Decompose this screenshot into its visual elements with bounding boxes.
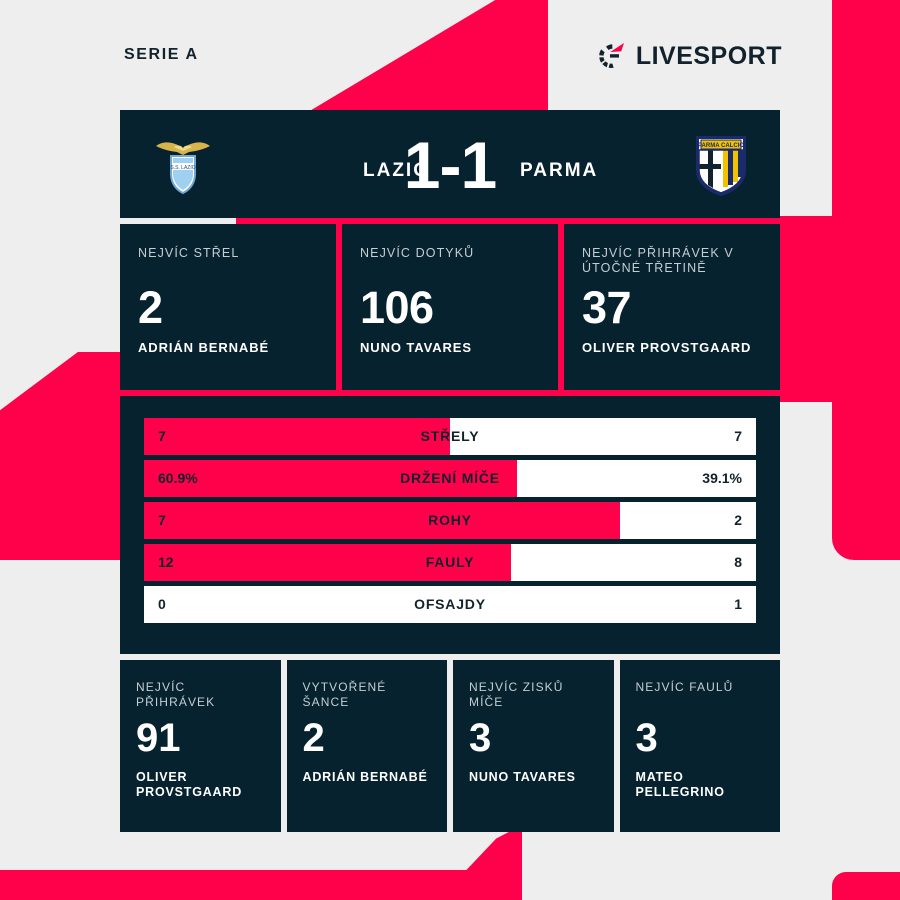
highlight-player: MATEO PELLEGRINO (635, 770, 725, 799)
background-red-spike-bottom (430, 825, 522, 900)
background-red-block-bottom-right (832, 872, 900, 900)
highlight-label: VYTVOŘENÉ ŠANCE (302, 680, 387, 709)
stat-bar-fill-home (144, 544, 512, 581)
away-team-name: PARMA (520, 160, 599, 181)
stat-home-value: 0 (158, 596, 166, 612)
livesport-arrow-icon (599, 43, 624, 68)
highlight-player: OLIVER PROVSTGAARD (136, 770, 243, 799)
svg-text:PARMA CALCIO: PARMA CALCIO (698, 143, 744, 149)
league-name: SERIE A (124, 46, 199, 63)
stat-home-value: 7 (158, 428, 166, 444)
highlight-card: NEJVÍC STŘEL 2 ADRIÁN BERNABÉ (120, 224, 336, 390)
header: SERIE A LIVESPORT (0, 42, 900, 92)
highlight-card: NEJVÍC FAULŮ 3 MATEO PELLEGRINO (619, 660, 780, 832)
highlight-player: ADRIÁN BERNABÉ (138, 340, 270, 355)
background-red-block-right (832, 0, 900, 560)
highlight-card: NEJVÍC DOTYKŮ 106 NUNO TAVARES (342, 224, 558, 390)
highlight-value: 3 (469, 716, 492, 760)
match-stats-bars: 7 STŘELY 7 60.9% DRŽENÍ MÍČE 39.1% 7 ROH… (120, 396, 780, 654)
scoreboard: S.S. LAZIO LAZIO 1-1 PARMA PARMA CALCIO (120, 110, 780, 218)
stat-label: OFSAJDY (414, 596, 486, 612)
svg-text:S.S. LAZIO: S.S. LAZIO (170, 165, 195, 171)
stat-home-value: 60.9% (158, 470, 198, 486)
highlight-label: NEJVÍC ZISKŮ MÍČE (469, 680, 564, 709)
highlight-player: OLIVER PROVSTGAARD (582, 340, 752, 355)
stat-bar-fill-home (144, 502, 621, 539)
highlight-player: NUNO TAVARES (360, 340, 472, 355)
highlight-value: 2 (138, 282, 163, 333)
highlight-card: NEJVÍC PŘIHRÁVEK V ÚTOČNÉ TŘETINĚ 37 OLI… (564, 224, 780, 390)
highlight-label: NEJVÍC PŘIHRÁVEK V ÚTOČNÉ TŘETINĚ (582, 246, 734, 275)
stat-home-value: 12 (158, 554, 174, 570)
stat-away-value: 1 (734, 596, 742, 612)
brand-name: LIVESPORT (635, 41, 782, 70)
bottom-highlight-cards: NEJVÍC PŘIHRÁVEK 91 OLIVER PROVSTGAARD V… (120, 660, 780, 832)
highlight-player: NUNO TAVARES (469, 770, 576, 784)
highlight-label: NEJVÍC STŘEL (138, 246, 240, 260)
highlight-card: NEJVÍC PŘIHRÁVEK 91 OLIVER PROVSTGAARD (120, 660, 281, 832)
highlight-value: 37 (582, 282, 632, 333)
highlight-card: NEJVÍC ZISKŮ MÍČE 3 NUNO TAVARES (453, 660, 614, 832)
highlight-label: NEJVÍC FAULŮ (635, 680, 734, 694)
highlight-player: ADRIÁN BERNABÉ (302, 770, 428, 784)
home-team-name: LAZIO (363, 160, 430, 181)
stat-away-value: 2 (734, 512, 742, 528)
stat-bar-fill-home (144, 418, 450, 455)
stat-away-value: 7 (734, 428, 742, 444)
highlight-label: NEJVÍC PŘIHRÁVEK (136, 680, 216, 709)
stat-bar-row: 60.9% DRŽENÍ MÍČE 39.1% (144, 460, 756, 497)
highlight-value: 3 (635, 716, 658, 760)
stat-home-value: 7 (158, 512, 166, 528)
stat-bar-row: 12 FAULY 8 (144, 544, 756, 581)
stat-label: ROHY (428, 512, 472, 528)
stat-bar-row: 7 ROHY 2 (144, 502, 756, 539)
highlight-card: VYTVOŘENÉ ŠANCE 2 ADRIÁN BERNABÉ (286, 660, 447, 832)
stat-label: STŘELY (420, 428, 480, 444)
top-highlight-cards: NEJVÍC STŘEL 2 ADRIÁN BERNABÉ NEJVÍC DOT… (120, 224, 780, 390)
stat-away-value: 39.1% (702, 470, 742, 486)
stat-away-value: 8 (734, 554, 742, 570)
highlight-label: NEJVÍC DOTYKŮ (360, 246, 475, 260)
stat-label: FAULY (425, 554, 475, 570)
brand-logo: LIVESPORT (597, 41, 782, 71)
highlight-value: 91 (136, 716, 181, 760)
stat-bar-row: 7 STŘELY 7 (144, 418, 756, 455)
stat-label: DRŽENÍ MÍČE (400, 470, 500, 486)
highlight-value: 106 (360, 282, 434, 333)
highlight-value: 2 (302, 716, 325, 760)
parma-crest-icon: PARMA CALCIO (696, 136, 746, 196)
scoreline: 1-1 (403, 128, 497, 202)
lazio-crest-icon: S.S. LAZIO (156, 142, 210, 195)
stat-bar-row: 0 OFSAJDY 1 (144, 586, 756, 623)
stat-bar-fill-home (144, 460, 517, 497)
